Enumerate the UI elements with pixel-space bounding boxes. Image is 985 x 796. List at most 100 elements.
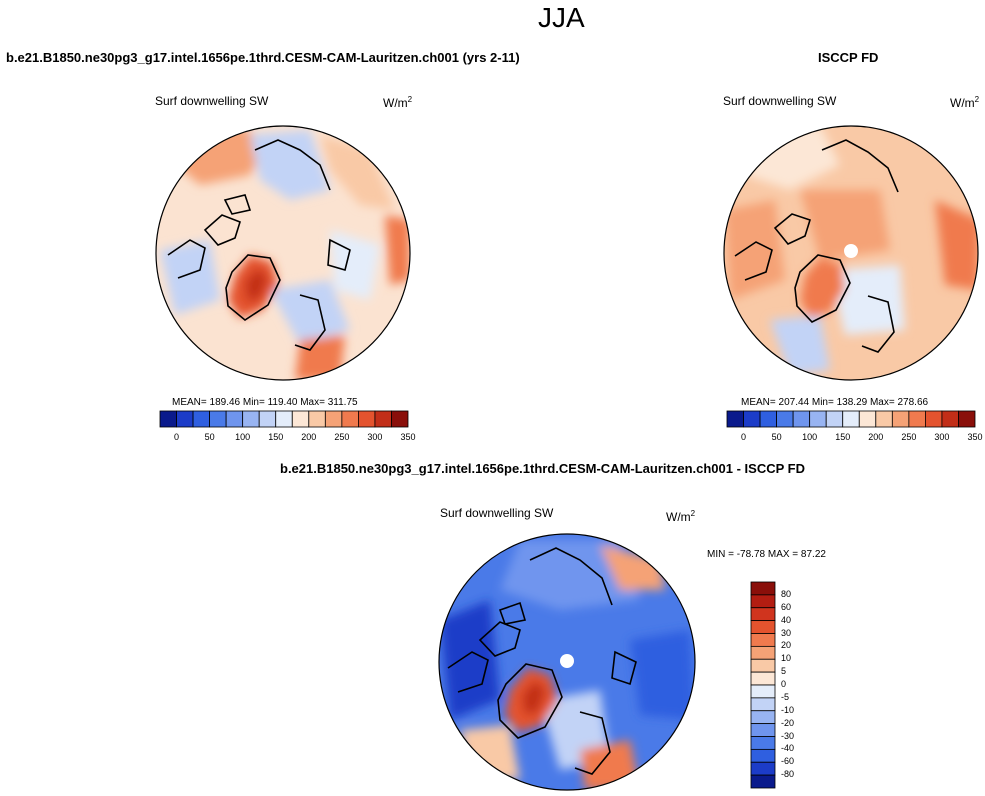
colorbar-tick-label: 350 [400,432,416,442]
colorbar-swatch [759,410,777,428]
colorbar-tick-label: 0 [741,432,747,442]
diff-coastlines [447,547,637,775]
obs-map-border [723,125,979,381]
obs-units-base: W/m [950,96,975,110]
diff-variable-label: Surf downwelling SW [440,506,554,520]
colorbar-swatch [176,410,194,428]
obs-panel-heading: ISCCP FD [818,50,879,65]
colorbar-swatch [750,607,776,622]
colorbar-tick-label: -20 [781,717,795,728]
model-field-greenland-core [245,268,268,302]
colorbar-tick-label: 60 [781,601,792,612]
diff-panel-heading: b.e21.B1850.ne30pg3_g17.intel.1656pe.1th… [280,461,805,476]
colorbar-swatch [750,645,776,660]
colorbar-tick-label: -80 [781,769,795,780]
obs-field-south [770,315,830,375]
colorbar-swatch [750,761,776,776]
colorbar-swatch [750,774,776,789]
diff-map-border [438,533,696,791]
colorbar-tick-label: 150 [268,432,284,442]
colorbar-tick-label: 200 [301,432,317,442]
model-colorbar [159,410,409,428]
colorbar-swatch [750,581,776,596]
diff-map [439,534,695,790]
obs-colorbar [726,410,976,428]
obs-coast-siberia [821,139,899,193]
obs-coast-canada [734,241,773,281]
diff-coast-archipelago [478,601,527,657]
colorbar-tick-label: 250 [901,432,917,442]
diff-coast-siberia [529,547,613,606]
diff-coast-scandinavia [611,650,637,686]
colorbar-swatch [792,410,811,428]
obs-variable-label: Surf downwelling SW [723,94,837,108]
model-map [156,126,410,380]
model-stats: MEAN= 189.46 Min= 119.40 Max= 311.75 [172,397,358,408]
model-variable-label: Surf downwelling SW [155,94,269,108]
colorbar-swatch [291,410,310,428]
colorbar-swatch [750,736,776,750]
obs-units-exponent: 2 [974,95,980,104]
colorbar-swatch [726,410,744,428]
obs-coastlines [734,139,899,353]
colorbar-swatch [776,410,794,428]
colorbar-swatch [341,410,359,428]
colorbar-swatch [308,410,326,428]
model-coast-archipelago [203,194,252,246]
page-title: JJA [538,2,585,33]
colorbar-tick-label: 300 [934,432,950,442]
diff-colorbar [750,581,776,789]
model-field-canada [160,240,220,315]
obs-polar-hole [844,244,858,258]
colorbar-tick-label: 80 [781,588,792,599]
colorbar-swatch [941,410,959,428]
obs-coast-greenland [794,254,851,323]
colorbar-tick-label: -5 [781,691,790,702]
colorbar-swatch [225,410,244,428]
colorbar-tick-label: 100 [802,432,818,442]
colorbar-swatch [750,594,776,609]
model-field-baltic [295,335,345,380]
colorbar-tick-label: 0 [781,679,787,689]
colorbar-swatch [750,671,776,686]
model-coast-canada [167,239,206,279]
colorbar-tick-label: 20 [781,640,792,651]
colorbar-swatch [858,410,877,428]
diff-coast-greenland [497,663,563,739]
colorbar-swatch [750,697,776,712]
model-field-pacific [170,126,270,185]
colorbar-swatch [958,410,976,428]
diff-field-greenland-core [522,680,546,715]
obs-coast-archipelago [773,213,811,245]
obs-units-label: W/m2 [950,95,979,110]
colorbar-tick-label: 40 [781,614,792,625]
model-coast-greenland [225,254,281,321]
diff-coast-europe [574,711,611,775]
colorbar-swatch [750,748,776,763]
diff-units-exponent: 2 [690,509,696,518]
model-field-siberia [250,130,330,200]
diff-polar-hole [560,654,574,668]
diff-field-west [440,600,500,720]
colorbar-tick-label: 30 [781,627,792,638]
colorbar-swatch [209,410,227,428]
model-map-field [160,126,410,380]
diff-field-southwest [460,725,520,780]
obs-field-arctic [800,190,890,260]
colorbar-tick-label: -30 [781,730,795,741]
model-units-label: W/m2 [383,95,412,110]
colorbar-swatch [750,723,776,737]
colorbar-tick-label: 300 [367,432,383,442]
model-map-border [155,125,411,381]
colorbar-tick-label: 350 [967,432,983,442]
colorbar-tick-label: 100 [235,432,251,442]
colorbar-swatch [750,633,776,647]
colorbar-swatch [825,410,844,428]
obs-stats: MEAN= 207.44 Min= 138.29 Max= 278.66 [741,397,929,408]
model-coast-europe [294,294,326,351]
colorbar-swatch [357,410,376,428]
obs-map [724,126,978,380]
colorbar-swatch [891,410,910,428]
diff-stats: MIN = -78.78 MAX = 87.22 [707,549,826,560]
